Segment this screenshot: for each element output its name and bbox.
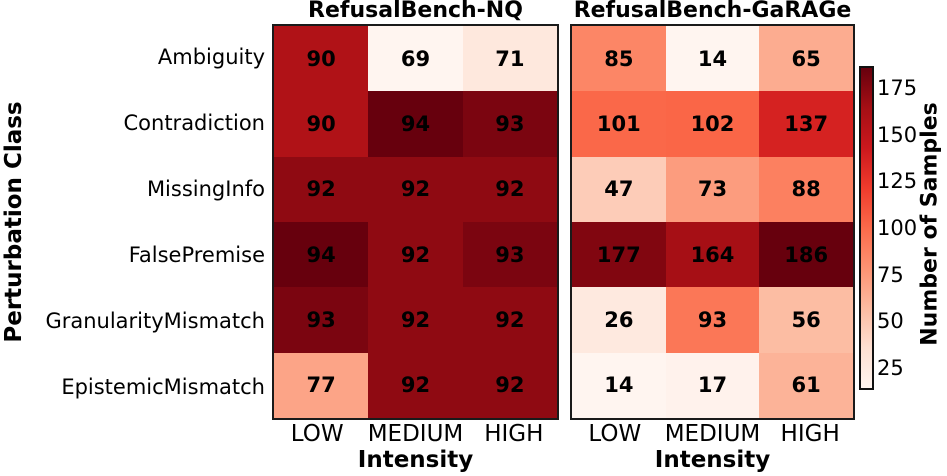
heatmap-title-garage: RefusalBench-GaRAGe <box>573 0 852 23</box>
row-label: GranularityMismatch <box>45 309 265 333</box>
row-label: Contradiction <box>123 111 266 135</box>
heatmap-cell: 94 <box>274 222 369 288</box>
heatmap-cell: 92 <box>462 156 557 222</box>
row-labels: Ambiguity Contradiction MissingInfo FalsePr… <box>0 24 268 420</box>
heatmap-cell: 65 <box>759 26 853 92</box>
heatmap-nq: 90 69 71 90 94 93 92 92 92 94 92 93 93 92 92 77 92 92 <box>272 24 559 420</box>
heatmap-cell: 177 <box>572 222 666 288</box>
heatmap-cell: 92 <box>462 287 557 353</box>
heatmap-cell: 93 <box>665 287 760 353</box>
heatmap-cell: 17 <box>665 352 760 418</box>
heatmap-cell: 61 <box>759 352 853 418</box>
heatmap-cell: 47 <box>572 156 666 222</box>
colorbar <box>859 66 874 390</box>
row-label: FalsePremise <box>128 243 265 267</box>
heatmap-cell: 56 <box>759 287 853 353</box>
x-axis-label-nq: Intensity <box>357 447 474 473</box>
heatmap-cell: 14 <box>572 352 666 418</box>
x-tick-labels-nq: LOW MEDIUM HIGH <box>268 421 563 447</box>
heatmap-cell: 92 <box>368 287 463 353</box>
heatmap-cell: 90 <box>274 26 369 92</box>
heatmap-cell: 69 <box>368 26 463 92</box>
heatmap-cell: 92 <box>368 222 463 288</box>
heatmap-cell: 73 <box>665 156 760 222</box>
x-tick-label: HIGH <box>484 421 544 447</box>
colorbar-tick-labels: 175 150 125 100 75 50 25 <box>877 66 935 390</box>
heatmap-cell: 88 <box>759 156 853 222</box>
heatmap-cell: 26 <box>572 287 666 353</box>
heatmap-cell: 92 <box>368 156 463 222</box>
heatmap-cell: 186 <box>759 222 853 288</box>
heatmap-cell: 164 <box>665 222 760 288</box>
heatmap-garage: 85 14 65 101 102 137 47 73 88 177 164 186 26 93 56 14 17… <box>570 24 855 420</box>
colorbar-tick-label: 150 <box>877 122 918 147</box>
heatmap-cell: 137 <box>759 91 853 157</box>
colorbar-tick-label: 100 <box>877 216 918 240</box>
heatmap-title-nq: RefusalBench-NQ <box>308 0 523 23</box>
heatmap-cell: 92 <box>368 352 463 418</box>
heatmap-cell: 93 <box>462 91 557 157</box>
heatmap-cell: 102 <box>665 91 760 157</box>
heatmap-cell: 94 <box>368 91 463 157</box>
x-tick-label: HIGH <box>780 421 840 447</box>
heatmap-cell: 14 <box>665 26 760 92</box>
colorbar-tick-label: 125 <box>877 169 918 194</box>
x-tick-label: MEDIUM <box>367 421 464 447</box>
x-tick-label: LOW <box>588 421 642 447</box>
x-axis-label-garage: Intensity <box>654 447 771 473</box>
heatmap-cell: 85 <box>572 26 666 92</box>
heatmap-cell: 77 <box>274 352 369 418</box>
x-tick-labels-garage: LOW MEDIUM HIGH <box>566 421 859 447</box>
x-tick-label: LOW <box>290 421 344 447</box>
x-tick-label: MEDIUM <box>664 421 761 447</box>
heatmap-cell: 90 <box>274 91 369 157</box>
heatmap-cell: 92 <box>462 352 557 418</box>
heatmap-cell: 92 <box>274 156 369 222</box>
colorbar-tick-label: 50 <box>877 309 904 334</box>
heatmap-cell: 101 <box>572 91 666 157</box>
colorbar-tick-label: 75 <box>877 262 904 287</box>
colorbar-tick-label: 25 <box>877 355 904 380</box>
colorbar-tick-label: 175 <box>877 76 918 101</box>
colorbar-label: Number of Samples <box>917 102 943 346</box>
heatmap-cell: 93 <box>274 287 369 353</box>
row-label: EpistemicMismatch <box>61 375 265 399</box>
heatmap-cell: 71 <box>462 26 557 92</box>
row-label: Ambiguity <box>157 45 265 69</box>
row-label: MissingInfo <box>146 177 265 201</box>
heatmap-cell: 93 <box>462 222 557 288</box>
